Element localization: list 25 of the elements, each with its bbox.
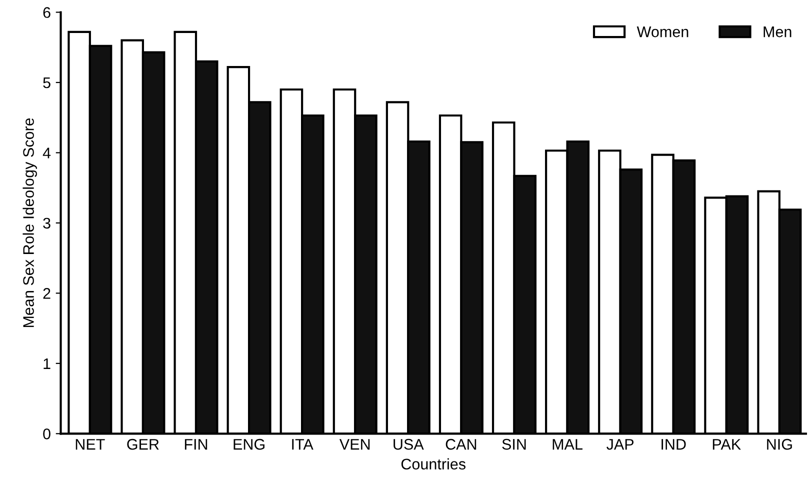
y-tick-label: 1 [44,358,50,369]
y-tick-label: 4 [42,148,51,158]
x-tick-label: NET [76,439,105,450]
x-tick-label: FIN [184,439,208,450]
y-tick-label: 0 [43,428,50,440]
x-tick-label: ITA [292,439,314,450]
x-tick-label: GER [127,438,159,450]
x-tick-label: MAL [552,439,582,450]
x-tick-label: CAN [446,438,476,450]
x-tick-label: JAP [606,439,634,450]
y-tick-label: 3 [43,218,50,229]
x-axis-title: Countries [401,458,466,470]
legend-label: Women [636,26,688,38]
x-tick-label: ENG [234,438,264,450]
y-tick-label: 6 [43,7,50,18]
legend-label: Men [764,26,792,38]
x-tick-label: IND [662,439,686,450]
x-tick-label: SIN [502,438,526,450]
x-tick-label: PAK [712,439,741,450]
x-tick-label: USA [394,438,424,450]
y-tick-label: 2 [43,288,50,299]
y-tick-label: 5 [43,78,50,88]
x-tick-label: VEN [339,439,370,450]
y-axis-title: Mean Sex Role Ideology Score [22,118,37,327]
x-tick-label: NIG [767,438,792,450]
